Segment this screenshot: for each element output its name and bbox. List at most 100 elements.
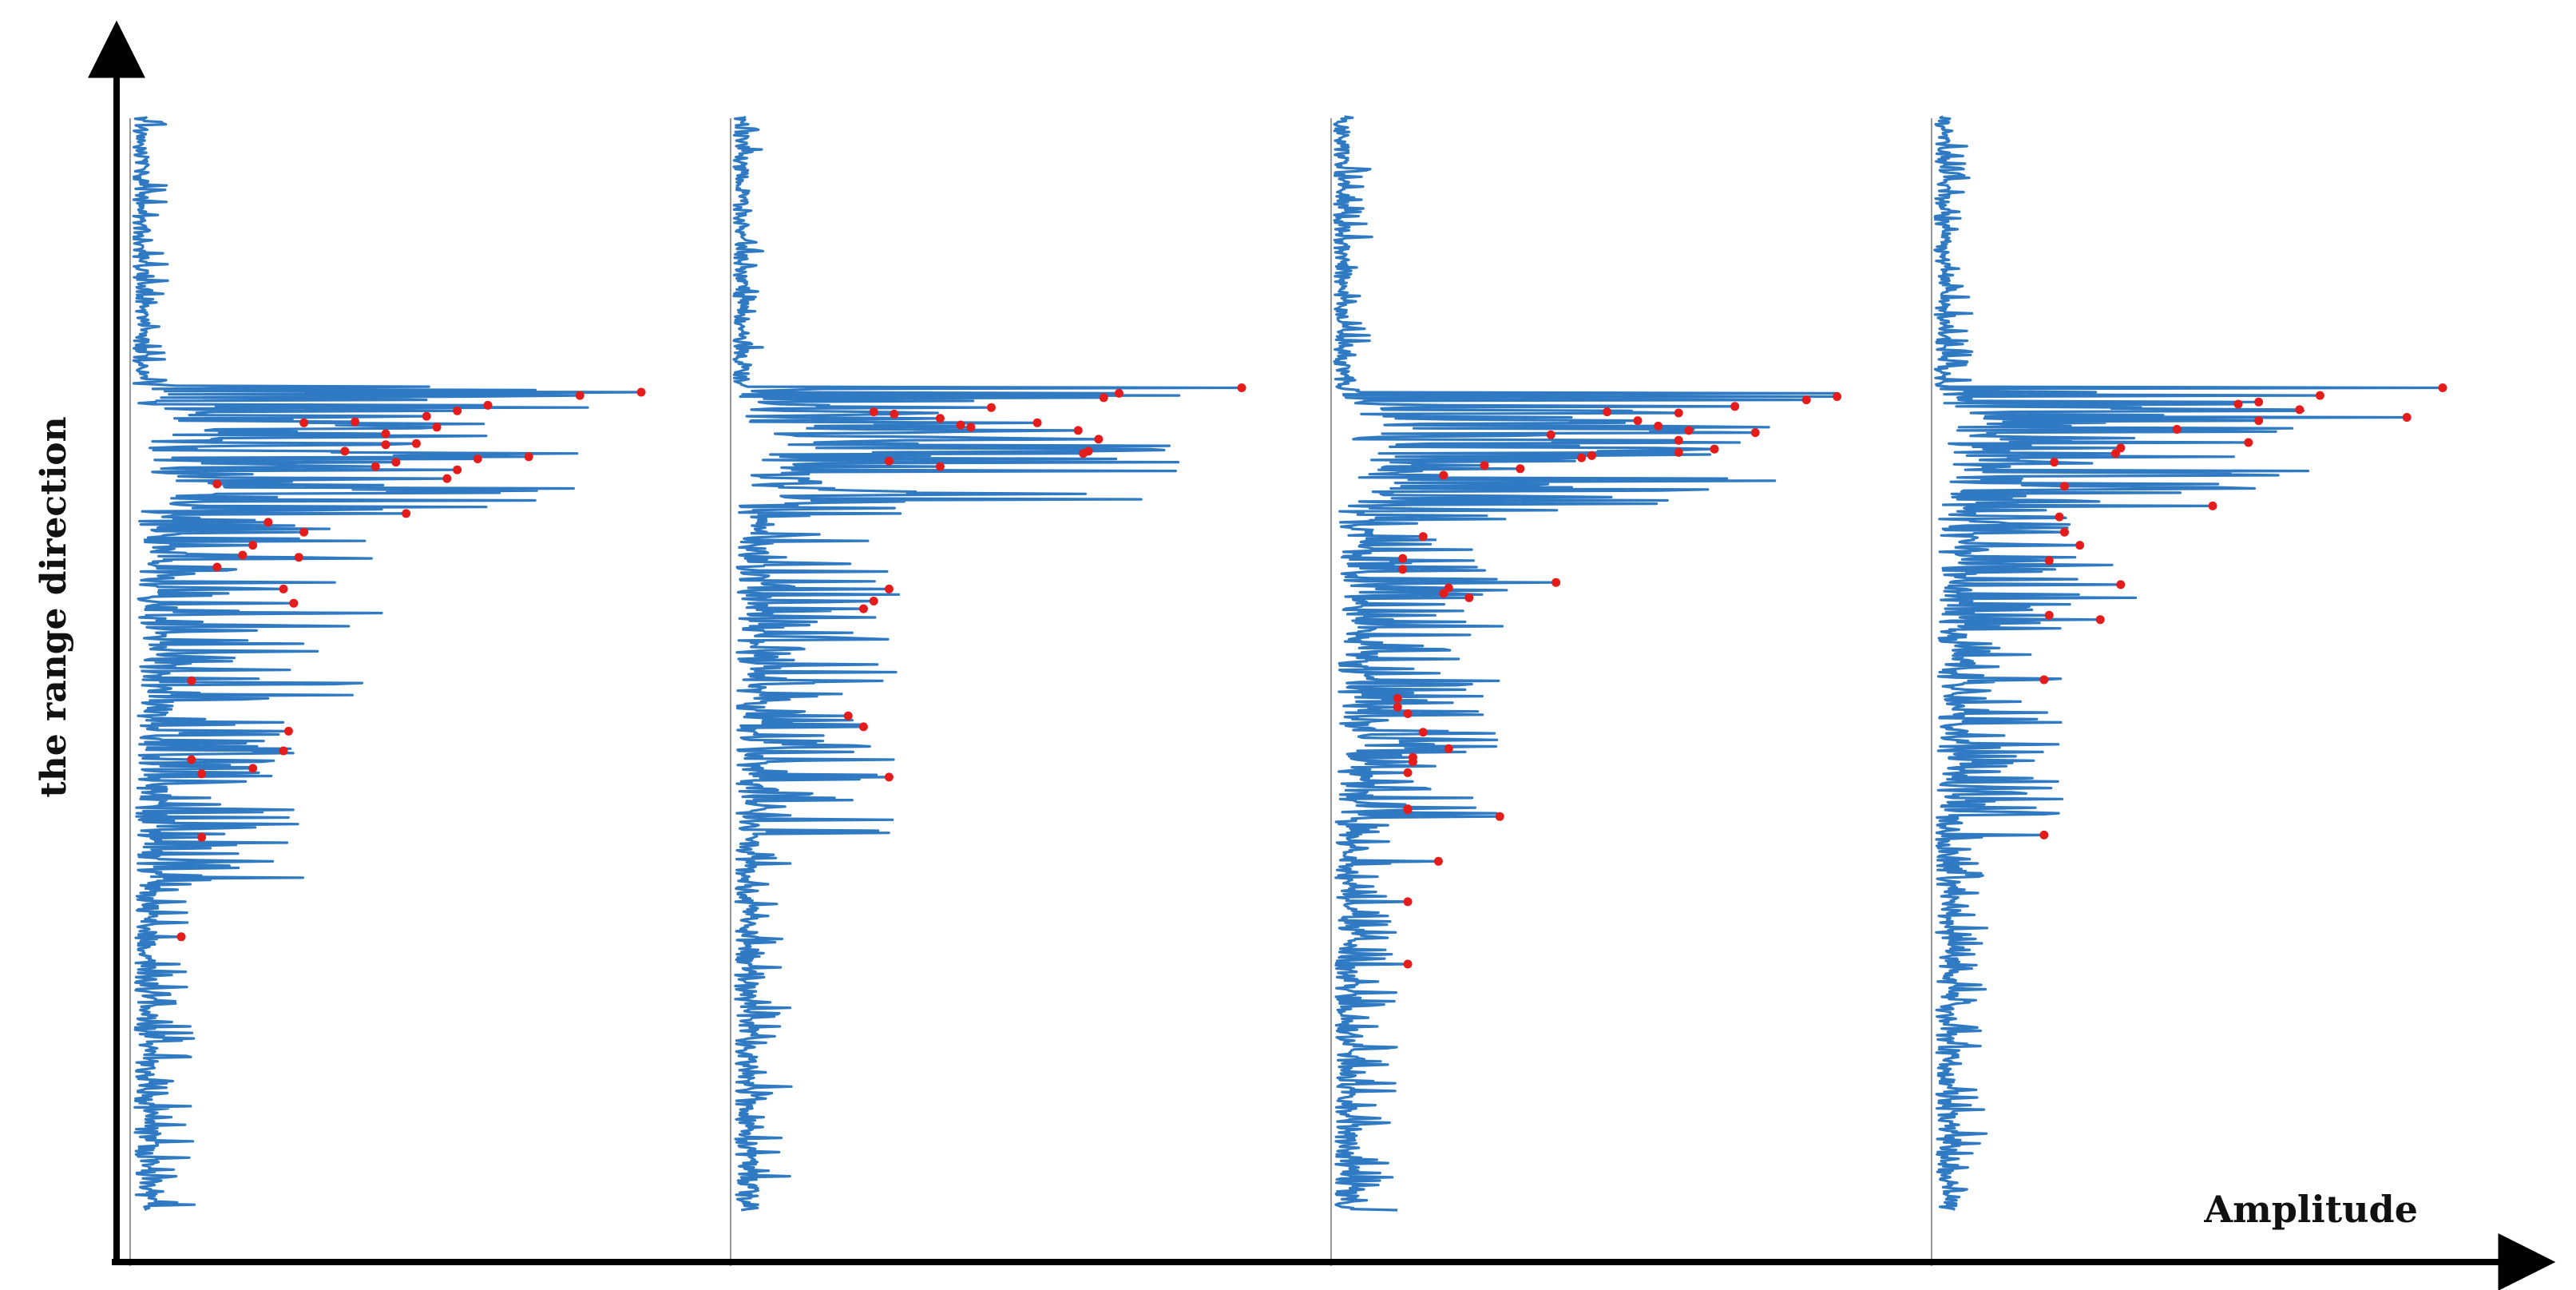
panel-4-peak-point-9 [2244,438,2253,447]
panel-4-peak-point-22 [2039,675,2049,685]
panel-3-peak-point-15 [1577,453,1587,462]
panel-3-peak-point-7 [1654,421,1663,431]
panel-1-peak-point-11 [381,440,390,450]
x-axis-label: Amplitude [2203,1188,2418,1231]
panel-1-peak-point-4 [453,406,462,415]
panel-1-peak-point-29 [187,676,196,685]
panel-1-peak-point-23 [248,541,258,550]
panel-1-profile-line [132,115,643,1212]
panel-3-peak-point-37 [1433,856,1443,866]
panel-2-peak-point-7 [935,414,945,423]
panel-1-peak-point-33 [248,764,258,773]
panel-2-peak-point-5 [869,407,878,417]
panel-4-peak-point-2 [2315,391,2324,400]
panel-1-peak-point-15 [391,458,401,467]
panel-3-peak-point-11 [1674,435,1683,445]
panel-3-profile-line [1333,115,1840,1212]
panel-3-peak-point-8 [1684,426,1694,435]
panel-1-peak-point-24 [238,550,248,560]
panel-4-peak-point-23 [2039,830,2049,839]
panel-4-peak-point-11 [2110,449,2120,458]
panel-4-peak-point-17 [2075,541,2085,550]
panel-4-peak-point-1 [2438,383,2447,392]
panel-3-peak-point-38 [1403,897,1413,907]
panel-1-peak-point-26 [212,562,222,572]
y-axis-label: the range direction [34,416,74,797]
panel-3-peak-point-9 [1750,428,1760,438]
panel-3-peak-point-21 [1398,565,1408,574]
panel-1-peak-point-16 [371,462,380,471]
panel-4-peak-point-8 [2172,425,2182,434]
panel-3-peak-point-30 [1444,744,1453,753]
panel-3-peak-point-6 [1633,416,1643,426]
panel-3-peak-point-2 [1801,395,1811,405]
panel-3-peak-point-18 [1439,470,1449,480]
panel-1-peak-point-30 [283,726,293,736]
panel-4-peak-point-20 [2044,610,2054,620]
panel-3-peak-point-35 [1403,805,1413,815]
panel-3-peak-point-22 [1552,578,1561,587]
panel-2-peak-point-18 [869,597,878,605]
panel-1-peak-point-5 [422,411,431,421]
panel-1-peak-point-21 [264,518,273,527]
profile-panels [129,115,2447,1266]
panel-1-peak-point-20 [402,509,411,518]
panel-1-peak-point-12 [340,447,350,456]
panel-1-peak-point-22 [299,527,309,537]
panel-3-peak-point-17 [1516,464,1525,474]
panel-1-peak-point-36 [176,932,186,942]
panel-1-peak-point-10 [411,439,421,448]
panel-3-peak-point-36 [1495,812,1504,821]
panel-1-peak-point-1 [636,387,646,397]
panel-3-peak-point-19 [1418,532,1428,542]
panel-2-peak-point-6 [890,409,899,419]
panel-1-peak-point-17 [453,465,462,474]
panel-4-peak-point-12 [2050,458,2059,467]
panel-2-peak-point-17 [884,584,894,593]
panel-1-peak-point-34 [197,769,207,779]
panel-2-peak-point-4 [986,403,996,412]
panel-4-peak-point-18 [2044,556,2054,566]
panel-3-peak-point-23 [1444,583,1453,593]
panel-4-peak-point-4 [2233,399,2243,409]
panel-1-peak-point-6 [351,417,360,427]
panel-3-peak-point-29 [1418,728,1428,737]
panel-3-peak-point-1 [1833,392,1842,401]
panel-4-peak-point-7 [2254,416,2264,426]
panel-1-peak-point-14 [473,454,482,463]
panel-4-peak-point-16 [2059,527,2069,537]
panel-2-peak-point-15 [884,456,894,466]
panel-1-peak-point-3 [483,400,493,410]
panel-4-profile-line [1933,115,2444,1211]
panel-1-peak-point-32 [187,755,196,764]
panel-2-peak-point-14 [1079,449,1088,458]
panel-4-peak-point-14 [2208,501,2217,510]
panel-1-peak-point-2 [575,391,585,400]
panel-3-peak-point-3 [1730,402,1740,411]
panel-2-peak-point-2 [1114,388,1124,398]
panel-3-peak-point-5 [1674,408,1683,418]
panel-1-peak-point-8 [432,423,442,432]
panel-1-peak-point-13 [524,452,533,462]
panel-3-peak-point-39 [1403,959,1413,969]
panel-3-peak-point-12 [1710,444,1719,454]
panel-3-peak-point-16 [1480,461,1489,470]
panel-3-peak-point-28 [1403,709,1413,718]
panel-2-peak-point-20 [843,711,853,720]
panel-2-peak-point-1 [1237,383,1246,392]
panel-1-peak-point-18 [442,474,452,483]
panel-4-peak-point-19 [2116,580,2126,589]
panel-4-peak-point-15 [2055,512,2064,522]
panel-1-peak-point-25 [294,553,303,562]
panel-2-peak-point-10 [966,423,976,432]
panel-2-peak-point-19 [858,604,868,613]
panel-2-peak-point-9 [956,420,965,430]
panel-1-peak-point-27 [279,584,288,593]
panel-3-peak-point-32 [1408,757,1417,767]
panel-4-peak-point-10 [2116,443,2126,453]
panel-1-peak-point-19 [212,479,222,489]
panel-3-peak-point-26 [1393,693,1402,703]
panel-3-peak-point-4 [1603,407,1612,417]
panel-4-peak-point-21 [2095,615,2105,625]
